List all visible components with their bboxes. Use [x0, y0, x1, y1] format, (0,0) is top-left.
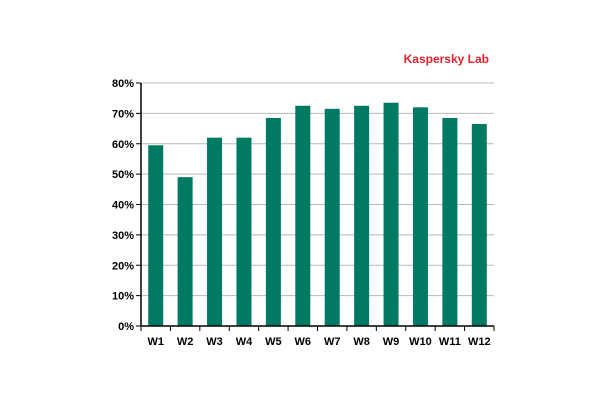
x-tick-label: W5	[265, 336, 282, 348]
y-tick-label: 50%	[112, 169, 134, 181]
bar-w7	[324, 108, 340, 326]
x-tick-label: W9	[383, 336, 400, 348]
brand-label: Kaspersky Lab	[404, 52, 489, 66]
x-tick-label: W7	[324, 336, 341, 348]
bar-w11	[442, 117, 458, 327]
y-tick-label: 60%	[112, 139, 134, 151]
grid-lines	[141, 82, 494, 297]
bar-w1	[148, 145, 164, 326]
y-tick-label: 70%	[112, 108, 134, 120]
x-tick-label: W12	[468, 336, 491, 348]
y-tick-label: 20%	[112, 260, 134, 272]
y-tick-label: 80%	[112, 78, 134, 90]
y-tick-labels: 0% 10% 20% 30% 40% 50% 60% 70% 80%	[112, 78, 134, 333]
x-tick-label: W1	[147, 336, 164, 348]
bar-w6	[295, 105, 311, 326]
x-tick-label: W2	[177, 336, 194, 348]
x-tick-label: W6	[295, 336, 312, 348]
x-tick-label: W3	[206, 336, 223, 348]
bar-w9	[383, 102, 399, 327]
y-tick-label: 30%	[112, 230, 134, 242]
y-tick-label: 40%	[112, 200, 134, 212]
y-tick-label: 0%	[118, 321, 134, 333]
bar-w5	[265, 117, 281, 327]
x-tick-label: W8	[353, 336, 370, 348]
bar-w8	[354, 105, 370, 326]
axes	[136, 82, 495, 331]
bar-w10	[412, 107, 428, 326]
y-tick-label: 10%	[112, 291, 134, 303]
bars	[148, 102, 487, 327]
bar-w2	[177, 177, 193, 326]
x-tick-label: W10	[409, 336, 432, 348]
bar-w12	[471, 124, 487, 326]
bar-w4	[236, 137, 252, 326]
x-tick-label: W11	[439, 336, 461, 348]
x-tick-label: W4	[236, 336, 253, 348]
x-tick-labels: W1 W2 W3 W4 W5 W6 W7 W8 W9 W10 W11 W12	[147, 336, 490, 348]
bar-w3	[207, 137, 223, 326]
